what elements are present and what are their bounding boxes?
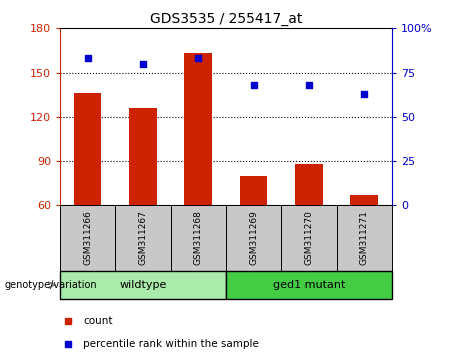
Bar xyxy=(60,205,115,271)
Point xyxy=(195,56,202,61)
Bar xyxy=(337,205,392,271)
Bar xyxy=(281,205,337,271)
Point xyxy=(84,56,91,61)
Text: GSM311269: GSM311269 xyxy=(249,211,258,266)
Bar xyxy=(129,108,157,205)
Bar xyxy=(295,164,323,205)
Bar xyxy=(171,205,226,271)
Text: GSM311266: GSM311266 xyxy=(83,211,92,266)
Text: percentile rank within the sample: percentile rank within the sample xyxy=(83,339,260,349)
Point xyxy=(305,82,313,88)
Bar xyxy=(350,195,378,205)
Text: GSM311270: GSM311270 xyxy=(304,211,313,266)
Text: GSM311271: GSM311271 xyxy=(360,211,369,266)
Bar xyxy=(74,93,101,205)
Bar xyxy=(115,205,171,271)
Text: GSM311268: GSM311268 xyxy=(194,211,203,266)
Title: GDS3535 / 255417_at: GDS3535 / 255417_at xyxy=(150,12,302,26)
Text: GSM311267: GSM311267 xyxy=(138,211,148,266)
Text: wildtype: wildtype xyxy=(119,280,166,290)
Bar xyxy=(226,271,392,299)
Bar xyxy=(60,271,226,299)
Point xyxy=(139,61,147,67)
Bar xyxy=(240,176,267,205)
Text: genotype/variation: genotype/variation xyxy=(5,280,97,290)
Text: count: count xyxy=(83,316,113,326)
Text: ged1 mutant: ged1 mutant xyxy=(273,280,345,290)
Point xyxy=(361,91,368,97)
Bar xyxy=(226,205,281,271)
Point xyxy=(250,82,257,88)
Bar xyxy=(184,53,212,205)
